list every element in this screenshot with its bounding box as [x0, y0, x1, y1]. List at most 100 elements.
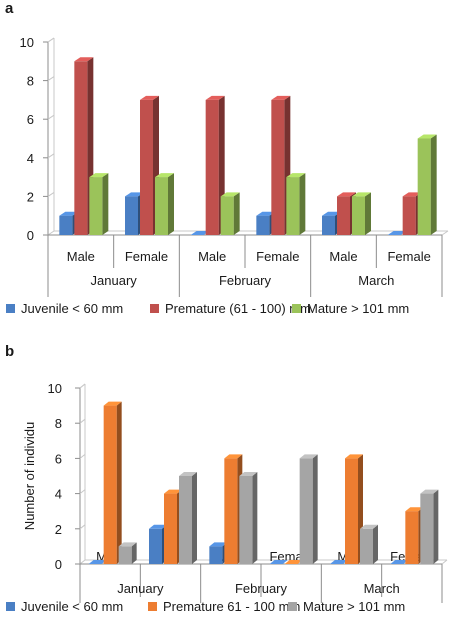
- bar: [88, 560, 107, 564]
- y-tick-depth: [47, 230, 55, 236]
- bar-side: [192, 472, 197, 564]
- bar-top: [125, 192, 144, 197]
- x-group-label: February: [235, 581, 288, 596]
- y-tick-depth: [79, 559, 86, 565]
- legend-label: Juvenile < 60 mm: [21, 301, 123, 316]
- bar-top: [284, 560, 303, 564]
- y-tick-depth: [47, 191, 55, 197]
- x-group-label: March: [358, 273, 394, 288]
- y-tick-label: 4: [27, 151, 34, 166]
- y-axis-label: Number of individu: [22, 422, 37, 530]
- bar-side: [433, 489, 439, 564]
- legend-swatch: [150, 304, 159, 313]
- bar-front: [402, 196, 416, 235]
- bar-top: [118, 542, 137, 547]
- bar: [286, 173, 306, 235]
- bar-top: [337, 192, 356, 197]
- y-tick-depth: [79, 489, 86, 494]
- bar-top: [390, 560, 409, 564]
- bar-top: [179, 472, 197, 476]
- bar: [118, 542, 137, 564]
- bar-top: [417, 134, 437, 139]
- y-tick-depth: [47, 153, 55, 159]
- bar-top: [59, 211, 79, 216]
- panel-a-letter: a: [5, 0, 14, 17]
- bar-front: [59, 215, 73, 235]
- bar-front: [239, 476, 253, 564]
- bar-front: [118, 546, 132, 564]
- bar-front: [149, 528, 162, 564]
- bar-front: [89, 177, 103, 235]
- y-tick-label: 0: [55, 557, 62, 572]
- y-tick-label: 10: [48, 381, 62, 396]
- bar: [74, 57, 94, 235]
- bar-side: [365, 192, 371, 235]
- legend-swatch: [288, 602, 297, 611]
- bar-top: [239, 472, 258, 476]
- bar-top: [299, 454, 318, 459]
- bar-front: [256, 215, 270, 235]
- bar-side: [102, 173, 109, 235]
- bar-top: [205, 95, 225, 100]
- y-tick-depth: [79, 524, 86, 530]
- x-category-label: Male: [198, 249, 226, 264]
- bar-side: [312, 454, 318, 564]
- y-tick-label: 2: [55, 522, 62, 537]
- bar-top: [322, 211, 341, 216]
- legend-label: Juvenile < 60 mm: [21, 599, 123, 614]
- bar-top: [220, 192, 240, 197]
- bar-top: [330, 560, 348, 564]
- bar-top: [405, 507, 424, 512]
- bar-top: [271, 95, 291, 100]
- bar: [420, 489, 439, 564]
- bar-front: [224, 458, 238, 564]
- panel-b-letter: b: [5, 343, 15, 360]
- bar-side: [116, 401, 122, 564]
- legend-label: Premature (61 - 100) mm: [165, 301, 311, 316]
- chart-a: 0 2 4 6 8 10 Male Female Male Female Male Female Jan…: [6, 35, 449, 316]
- bar: [190, 231, 210, 235]
- bar-side: [299, 173, 306, 235]
- bar: [417, 134, 437, 235]
- x-group-label: March: [364, 581, 400, 596]
- x-category-label: Male: [67, 249, 95, 264]
- bar-front: [345, 458, 358, 564]
- bar-front: [286, 177, 300, 235]
- legend-swatch: [6, 602, 15, 611]
- bar: [103, 401, 122, 564]
- legend-swatch: [148, 602, 157, 611]
- legend-swatch: [6, 304, 15, 313]
- y-tick-depth: [79, 418, 86, 424]
- bar-top: [88, 560, 107, 564]
- y-tick-depth: [47, 114, 55, 120]
- y-tick-label: 4: [55, 487, 62, 502]
- bar-top: [420, 489, 439, 494]
- x-category-label: Male: [329, 249, 357, 264]
- bar: [352, 192, 371, 235]
- bar-front: [420, 493, 434, 564]
- bar-top: [140, 95, 159, 100]
- bar-side: [168, 173, 174, 235]
- bar-front: [299, 458, 313, 564]
- bar-front: [271, 99, 285, 236]
- bar: [299, 454, 318, 564]
- bar: [390, 560, 409, 564]
- bar-top: [224, 454, 243, 459]
- bar-top: [74, 57, 94, 62]
- bar-front: [179, 476, 192, 564]
- y-tick-label: 0: [27, 228, 34, 243]
- x-category-label: Female: [387, 249, 430, 264]
- bar-front: [125, 196, 138, 235]
- bar-top: [190, 231, 210, 235]
- bar-top: [387, 231, 407, 235]
- x-category-label: Female: [125, 249, 168, 264]
- bar: [360, 524, 378, 564]
- bar-side: [430, 134, 437, 235]
- y-tick-depth: [47, 37, 55, 43]
- x-group-label: January: [117, 581, 164, 596]
- bar-front: [352, 196, 365, 235]
- legend-swatch: [292, 304, 301, 313]
- y-tick-depth: [47, 76, 55, 82]
- bar-front: [209, 546, 223, 564]
